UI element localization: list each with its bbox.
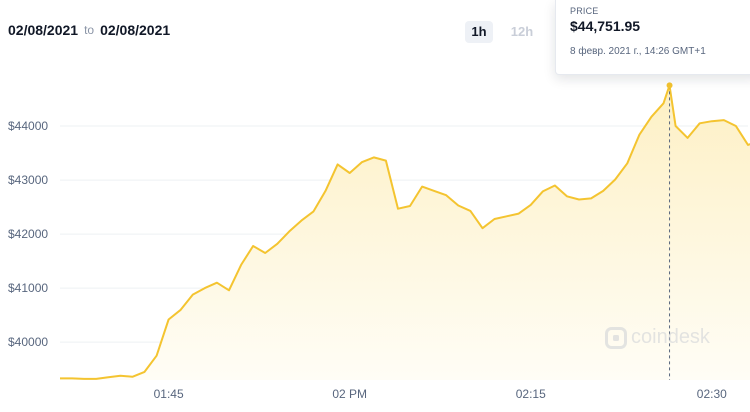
hover-point bbox=[666, 82, 673, 89]
x-tick-label: 02 PM bbox=[332, 387, 367, 401]
price-area bbox=[60, 85, 750, 380]
date-range[interactable]: 02/08/2021 to 02/08/2021 bbox=[8, 20, 170, 40]
price-line bbox=[60, 84, 750, 380]
y-tick-label: $42000 bbox=[8, 227, 48, 241]
x-tick-label: 02:30 bbox=[697, 387, 727, 401]
x-axis: 01:45 02 PM 02:15 02:30 bbox=[154, 387, 728, 401]
price-tooltip: PRICE $44,751.95 8 февр. 2021 г., 14:26 … bbox=[555, 0, 750, 75]
timeframe-1h-button[interactable]: 1h bbox=[465, 21, 493, 43]
coindesk-watermark: coindesk bbox=[605, 326, 710, 349]
y-tick-label: $43000 bbox=[8, 173, 48, 187]
y-tick-label: $40000 bbox=[8, 335, 48, 349]
range-start-date[interactable]: 02/08/2021 bbox=[8, 22, 79, 38]
range-to-label: to bbox=[84, 23, 95, 37]
x-tick-label: 01:45 bbox=[154, 387, 184, 401]
tooltip-timestamp: 8 февр. 2021 г., 14:26 GMT+1 bbox=[570, 46, 706, 57]
y-tick-label: $41000 bbox=[8, 281, 48, 295]
coindesk-logo-icon bbox=[605, 326, 627, 349]
y-tick-label: $44000 bbox=[8, 119, 48, 133]
tooltip-label: PRICE bbox=[570, 6, 599, 16]
timeframe-12h-button[interactable]: 12h bbox=[510, 24, 534, 39]
tooltip-price: $44,751.95 bbox=[570, 18, 641, 34]
x-tick-label: 02:15 bbox=[516, 387, 546, 401]
y-axis: $40000 $41000 $42000 $43000 $44000 bbox=[8, 119, 48, 349]
watermark-text: coindesk bbox=[631, 326, 710, 348]
range-end-date[interactable]: 02/08/2021 bbox=[100, 22, 171, 38]
